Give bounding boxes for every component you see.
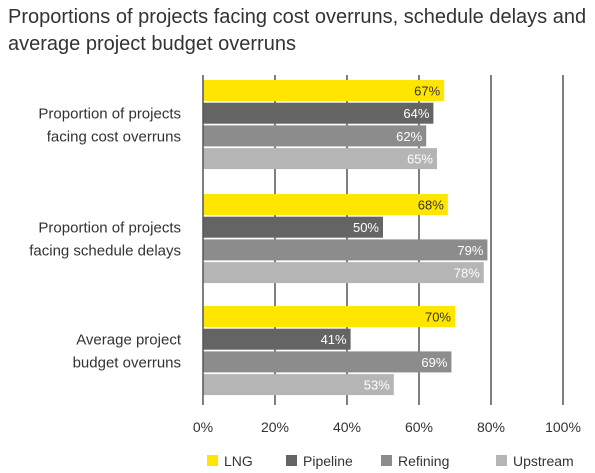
category-label: budget overruns — [73, 355, 181, 372]
legend-label-pipeline: Pipeline — [303, 453, 353, 469]
data-label: 69% — [421, 355, 447, 370]
data-label: 62% — [396, 129, 422, 144]
chart-title: Proportions of projects facing cost over… — [8, 6, 587, 55]
bar-lng — [203, 306, 455, 327]
legend-swatch-refining — [381, 455, 392, 466]
bar-refining — [203, 125, 427, 147]
data-label: 64% — [403, 106, 429, 121]
legend-swatch-upstream — [496, 455, 507, 466]
category-label: facing cost overruns — [47, 129, 181, 146]
category-label: Proportion of projects — [38, 220, 181, 237]
x-tick-label: 40% — [333, 419, 361, 435]
bar-upstream — [203, 148, 437, 170]
bar-pipeline — [203, 328, 351, 350]
data-label: 67% — [414, 84, 440, 99]
category-label: Average project — [76, 332, 182, 349]
x-tick-label: 100% — [545, 419, 581, 435]
bar-upstream — [203, 374, 394, 396]
x-tick-label: 0% — [193, 419, 213, 435]
category-label: Proportion of projects — [38, 106, 181, 123]
bar-refining — [203, 351, 452, 373]
bar-lng — [203, 80, 445, 101]
x-tick-label: 20% — [261, 419, 289, 435]
bar-refining — [203, 239, 488, 261]
data-label: 78% — [454, 266, 480, 281]
legend-swatch-pipeline — [286, 455, 297, 466]
legend-label-refining: Refining — [398, 453, 449, 469]
bar-pipeline — [203, 216, 383, 238]
x-tick-label: 60% — [405, 419, 433, 435]
data-label: 50% — [353, 220, 379, 235]
data-label: 65% — [407, 152, 433, 167]
category-label: facing schedule delays — [29, 243, 181, 260]
legend-label-lng: LNG — [224, 453, 253, 469]
legend-label-upstream: Upstream — [513, 453, 574, 469]
data-label: 53% — [364, 378, 390, 393]
bar-lng — [203, 194, 448, 215]
bar-pipeline — [203, 102, 434, 124]
data-label: 79% — [457, 243, 483, 258]
data-label: 68% — [418, 198, 444, 213]
bar-upstream — [203, 262, 484, 284]
data-label: 70% — [425, 310, 451, 325]
data-label: 41% — [321, 332, 347, 347]
x-tick-label: 80% — [477, 419, 505, 435]
legend-swatch-lng — [207, 455, 218, 466]
